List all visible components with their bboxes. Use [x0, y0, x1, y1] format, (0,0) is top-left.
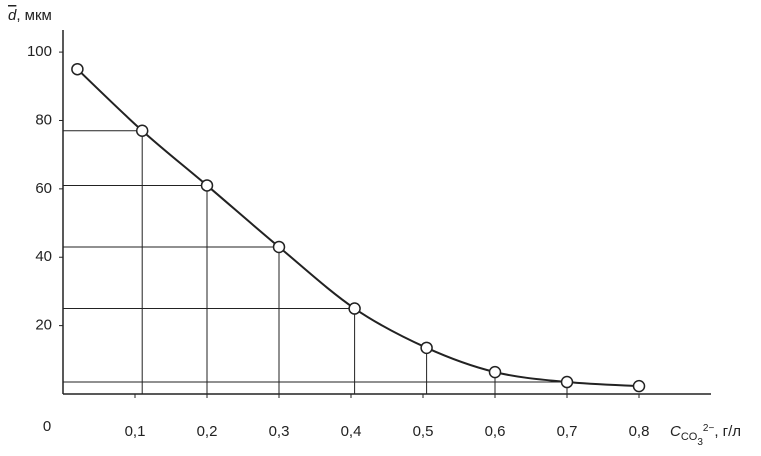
y-tick-label: 80: [35, 111, 52, 128]
x-tick-label: 0,3: [269, 423, 290, 440]
x-label-charge: 2−: [703, 423, 715, 434]
x-axis-label: CCO32−, г/л: [670, 423, 741, 448]
y-tick-label: 60: [35, 180, 52, 197]
y-tick-label: 100: [27, 43, 52, 60]
x-tick-label: 0,5: [413, 423, 434, 440]
x-label-symbol: C: [670, 423, 681, 440]
data-point: [488, 365, 502, 379]
x-tick-label: 0,1: [125, 423, 146, 440]
y-axis-label: d, мкм: [8, 7, 52, 24]
x-label-sub: CO: [681, 431, 698, 443]
x-tick-label: 0,7: [557, 423, 578, 440]
y-label-unit: , мкм: [16, 7, 52, 24]
x-tick-label: 0,2: [197, 423, 218, 440]
y-tick-label: 20: [35, 317, 52, 334]
data-point: [200, 179, 214, 192]
x-label-sub-index: 3: [697, 437, 703, 448]
data-point: [560, 375, 574, 389]
y-label-symbol: d: [8, 7, 17, 24]
data-point: [348, 302, 361, 315]
x-tick-label: 0,8: [629, 423, 650, 440]
data-point: [272, 240, 286, 254]
x-tick-label: 0: [43, 418, 51, 435]
data-point: [71, 62, 84, 76]
y-tick-label: 40: [35, 248, 52, 265]
x-label-unit: , г/л: [714, 423, 741, 440]
data-point: [135, 124, 149, 137]
x-tick-label: 0,4: [341, 423, 362, 440]
x-tick-label: 0,6: [485, 423, 506, 440]
data-point: [632, 379, 646, 393]
data-point: [420, 341, 433, 355]
